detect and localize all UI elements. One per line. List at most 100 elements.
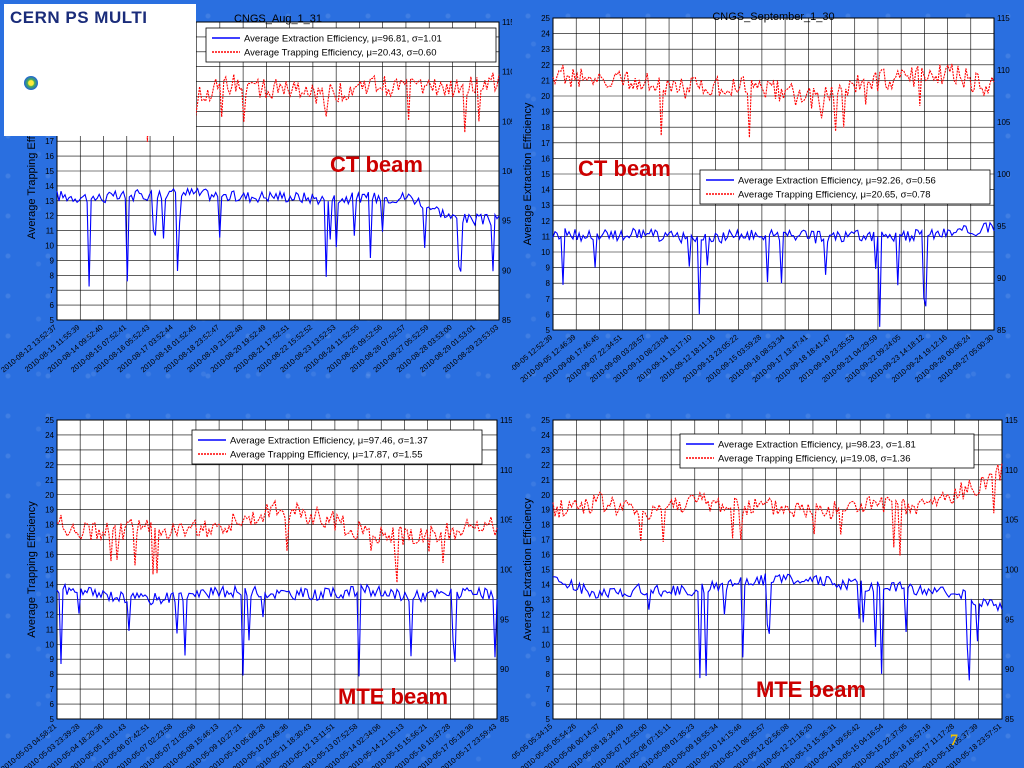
beam-annotation: CT beam bbox=[578, 156, 671, 181]
extraction-series-line bbox=[552, 221, 995, 327]
y-tick-label: 9 bbox=[546, 655, 551, 664]
extraction-series-line bbox=[553, 573, 1003, 681]
y-axis-label: Average Trapping Efficiency bbox=[26, 501, 38, 638]
chart-cngs-september: 5 6 7 8 9 10 11 12 13 14 15 16 17 18 19 20 21 22 23 24 25 85 9… bbox=[512, 11, 1011, 384]
y2-tick-label: 100 bbox=[1005, 566, 1019, 575]
y-tick-label: 24 bbox=[541, 431, 550, 440]
y-tick-label: 9 bbox=[50, 655, 55, 664]
y-tick-label: 5 bbox=[50, 715, 55, 724]
y-tick-label: 8 bbox=[50, 670, 55, 679]
y-tick-label: 15 bbox=[45, 566, 54, 575]
y-tick-label: 19 bbox=[541, 506, 550, 515]
trapping-series-line bbox=[552, 462, 1003, 556]
y2-tick-label: 95 bbox=[500, 615, 509, 624]
y-tick-label: 18 bbox=[45, 521, 54, 530]
y-tick-label: 13 bbox=[541, 595, 550, 604]
beam-annotation: CT beam bbox=[330, 152, 423, 177]
y2-tick-label: 110 bbox=[1005, 466, 1018, 475]
y2-tick-label: 85 bbox=[997, 326, 1006, 335]
y2-tick-label: 115 bbox=[997, 14, 1010, 23]
y-tick-label: 25 bbox=[45, 416, 54, 425]
y-tick-label: 17 bbox=[45, 536, 54, 545]
y-tick-label: 22 bbox=[541, 461, 550, 470]
y2-tick-label: 95 bbox=[502, 217, 511, 226]
y-tick-label: 10 bbox=[541, 248, 550, 257]
y2-tick-label: 95 bbox=[997, 222, 1006, 231]
y-tick-label: 15 bbox=[45, 167, 54, 176]
y2-tick-label: 110 bbox=[997, 66, 1010, 75]
y-tick-label: 7 bbox=[50, 286, 55, 295]
y-tick-label: 25 bbox=[541, 416, 550, 425]
logo-text: CERN PS MULTI bbox=[10, 8, 148, 27]
y-tick-label: 22 bbox=[541, 61, 550, 70]
trapping-series-line bbox=[56, 499, 498, 583]
y-tick-label: 16 bbox=[541, 154, 550, 163]
chart-title: CNGS_Aug_1_31 bbox=[234, 13, 322, 25]
y-tick-label: 6 bbox=[50, 301, 55, 310]
y-tick-label: 14 bbox=[45, 580, 54, 589]
y-tick-label: 7 bbox=[546, 685, 551, 694]
trapping-series-line bbox=[552, 63, 995, 138]
y-tick-label: 15 bbox=[541, 566, 550, 575]
y2-tick-label: 105 bbox=[1005, 516, 1019, 525]
y2-tick-label: 85 bbox=[502, 316, 511, 325]
y-tick-label: 12 bbox=[45, 212, 54, 221]
y-tick-label: 16 bbox=[45, 551, 54, 560]
y-tick-label: 11 bbox=[542, 625, 551, 634]
y-tick-label: 8 bbox=[546, 279, 551, 288]
y-tick-label: 13 bbox=[541, 201, 550, 210]
y-tick-label: 14 bbox=[45, 182, 54, 191]
y-tick-label: 14 bbox=[541, 580, 550, 589]
legend-entry: Average Extraction Efficiency, μ=96.81, … bbox=[244, 34, 442, 45]
chart-mte-left: 5 6 7 8 9 10 11 12 13 14 15 16 17 18 19 20 21 22 23 24 25 85 9… bbox=[0, 416, 512, 768]
beam-annotation: MTE beam bbox=[338, 684, 448, 709]
chart-group: 5 6 7 8 9 10 11 12 13 14 15 16 17 18 19 20 21 22 23 24 25 85 9… bbox=[512, 11, 1011, 384]
chart-mte-right: 5 6 7 8 9 10 11 12 13 14 15 16 17 18 19 20 21 22 23 24 25 85 9… bbox=[512, 416, 1019, 768]
y-tick-label: 12 bbox=[45, 610, 54, 619]
y-tick-label: 24 bbox=[541, 30, 550, 39]
legend-entry: Average Extraction Efficiency, μ=92.26, … bbox=[738, 176, 936, 187]
y-tick-label: 17 bbox=[45, 137, 54, 146]
y-tick-label: 15 bbox=[541, 170, 550, 179]
y2-tick-label: 85 bbox=[500, 715, 509, 724]
beam-annotation: MTE beam bbox=[756, 677, 866, 702]
y-tick-label: 10 bbox=[45, 640, 54, 649]
y-tick-label: 17 bbox=[541, 536, 550, 545]
y-tick-label: 17 bbox=[541, 139, 550, 148]
y-tick-label: 13 bbox=[45, 197, 54, 206]
y-tick-label: 23 bbox=[45, 446, 54, 455]
y-tick-label: 7 bbox=[50, 685, 55, 694]
y-tick-label: 9 bbox=[50, 256, 55, 265]
y-tick-label: 18 bbox=[541, 123, 550, 132]
y-tick-label: 8 bbox=[546, 670, 551, 679]
y2-tick-label: 110 bbox=[500, 466, 512, 475]
legend-entry: Average Trapping Efficiency, μ=20.65, σ=… bbox=[738, 190, 931, 201]
legend-box bbox=[205, 27, 497, 63]
y-tick-label: 16 bbox=[45, 152, 54, 161]
y2-tick-label: 100 bbox=[500, 566, 512, 575]
legend-entry: Average Extraction Efficiency, μ=97.46, … bbox=[230, 436, 428, 447]
y-tick-label: 24 bbox=[45, 431, 54, 440]
legend-box bbox=[191, 429, 483, 465]
extraction-series-line bbox=[56, 582, 498, 677]
y2-tick-label: 90 bbox=[997, 274, 1006, 283]
chart-group: 5 6 7 8 9 10 11 12 13 14 15 16 17 18 19 20 21 22 23 24 25 85 9… bbox=[0, 416, 512, 768]
y-tick-label: 13 bbox=[45, 595, 54, 604]
legend-box bbox=[699, 169, 991, 205]
y2-tick-label: 100 bbox=[502, 167, 512, 176]
y2-tick-label: 90 bbox=[500, 665, 509, 674]
y-tick-label: 16 bbox=[541, 551, 550, 560]
y-tick-label: 8 bbox=[50, 271, 55, 280]
y-tick-label: 21 bbox=[45, 476, 54, 485]
legend-entry: Average Trapping Efficiency, μ=17.87, σ=… bbox=[230, 450, 423, 461]
y2-tick-label: 115 bbox=[1005, 416, 1018, 425]
y-tick-label: 12 bbox=[541, 217, 550, 226]
legend-entry: Average Trapping Efficiency, μ=20.43, σ=… bbox=[244, 48, 437, 59]
y-tick-label: 6 bbox=[546, 310, 551, 319]
cern-ps-multi-logo: CERN PS MULTI bbox=[4, 4, 196, 136]
y2-tick-label: 115 bbox=[502, 18, 512, 27]
y2-tick-label: 105 bbox=[502, 117, 512, 126]
y-tick-label: 23 bbox=[541, 446, 550, 455]
y-tick-label: 21 bbox=[541, 76, 550, 85]
y-tick-label: 20 bbox=[45, 491, 54, 500]
